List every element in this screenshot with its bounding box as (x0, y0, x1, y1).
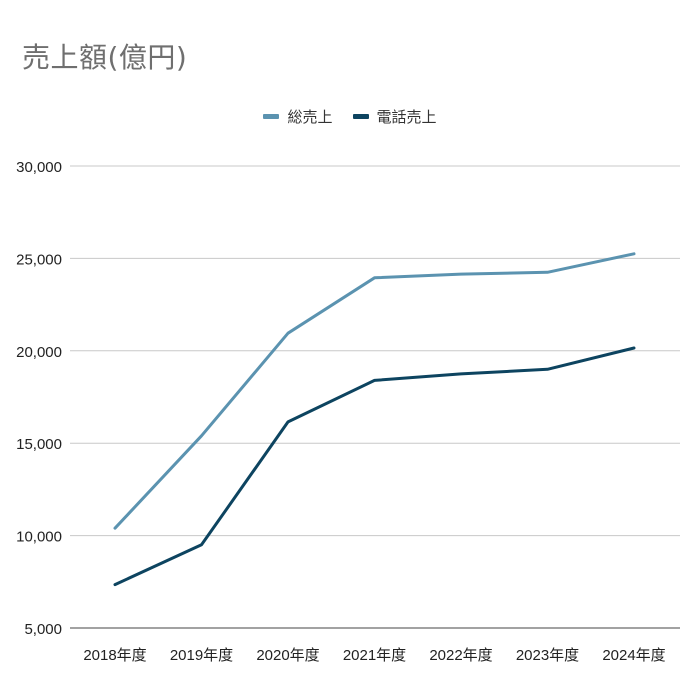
series-line-phone (113, 346, 636, 587)
y-tick-label: 5,000 (24, 621, 62, 638)
x-tick-label: 2023年度 (516, 647, 579, 664)
legend-label-phone: 電話売上 (376, 108, 437, 126)
x-tick-label: 2020年度 (256, 647, 319, 664)
x-tick-label: 2022年度 (429, 647, 492, 664)
legend-item-phone[interactable]: 電話売上 (352, 106, 437, 127)
chart-title: 売上額(億円) (22, 41, 188, 74)
y-tick-label: 25,000 (16, 251, 62, 268)
y-tick-label: 20,000 (16, 344, 62, 361)
legend: 総売上 電話売上 (0, 106, 700, 127)
legend-item-total[interactable]: 総売上 (263, 106, 333, 127)
y-tick-label: 30,000 (16, 159, 62, 176)
series-line-total (113, 252, 636, 530)
x-tick-label: 2024年度 (602, 647, 665, 664)
legend-swatch-total (263, 114, 280, 119)
x-tick-label: 2019年度 (170, 647, 233, 664)
y-tick-label: 10,000 (16, 529, 62, 546)
x-tick-label: 2018年度 (83, 647, 146, 664)
legend-swatch-phone (352, 114, 369, 119)
y-tick-label: 15,000 (16, 436, 62, 453)
x-tick-label: 2021年度 (343, 647, 406, 664)
legend-label-total: 総売上 (287, 108, 333, 126)
